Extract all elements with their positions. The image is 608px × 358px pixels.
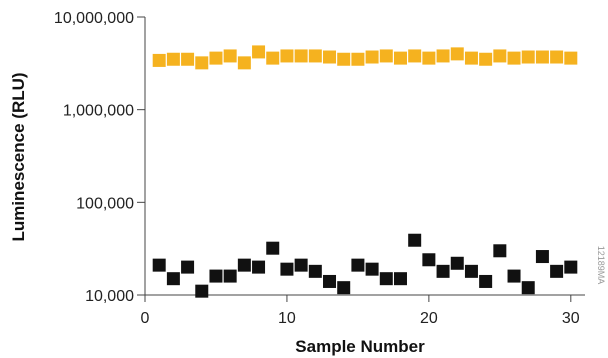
data-point	[535, 50, 549, 64]
data-point	[181, 52, 195, 66]
data-point	[408, 49, 422, 63]
series-2	[152, 233, 578, 298]
data-point	[379, 272, 393, 286]
x-axis: 0 10 20 30	[141, 294, 585, 327]
data-point	[237, 56, 251, 70]
data-point	[280, 262, 294, 276]
data-point	[166, 272, 180, 286]
data-point	[521, 281, 535, 295]
data-point	[507, 51, 521, 65]
data-point	[464, 51, 478, 65]
data-point	[393, 272, 407, 286]
data-point	[294, 258, 308, 272]
data-point	[365, 50, 379, 64]
data-point	[408, 233, 422, 247]
data-point	[181, 260, 195, 274]
data-point	[464, 264, 478, 278]
data-point	[266, 51, 280, 65]
x-tick-label: 10	[278, 310, 296, 327]
data-point	[337, 52, 351, 66]
data-point	[351, 258, 365, 272]
data-point	[209, 269, 223, 283]
y-axis-title: Luminescence (RLU)	[9, 72, 28, 241]
data-point	[308, 264, 322, 278]
data-point	[308, 49, 322, 63]
data-point	[195, 284, 209, 298]
data-point	[507, 269, 521, 283]
data-point	[152, 258, 166, 272]
data-point	[195, 56, 209, 70]
data-point	[550, 50, 564, 64]
data-point	[223, 269, 237, 283]
data-point	[379, 49, 393, 63]
data-point	[521, 50, 535, 64]
data-point	[166, 52, 180, 66]
data-point	[493, 49, 507, 63]
data-point	[422, 51, 436, 65]
x-tick-label: 30	[562, 310, 580, 327]
y-tick-label: 100,000	[76, 195, 134, 212]
x-axis-title: Sample Number	[295, 337, 425, 356]
y-tick-label: 10,000,000	[54, 10, 134, 27]
series-1	[152, 45, 578, 70]
y-tick-label: 10,000	[85, 288, 134, 305]
data-point	[564, 51, 578, 65]
data-point	[450, 47, 464, 61]
data-point	[479, 52, 493, 66]
data-point	[436, 49, 450, 63]
data-point	[223, 49, 237, 63]
y-axis: 10,000 100,000 1,000,000 10,000,000	[54, 10, 146, 305]
data-point	[280, 49, 294, 63]
data-point	[393, 51, 407, 65]
data-point	[550, 264, 564, 278]
data-point	[422, 253, 436, 267]
data-point	[337, 281, 351, 295]
data-point	[493, 244, 507, 258]
data-point	[450, 256, 464, 270]
data-point	[252, 45, 266, 59]
side-code-label: 12189MA	[596, 246, 606, 285]
x-tick-label: 20	[420, 310, 438, 327]
data-point	[351, 52, 365, 66]
data-point	[323, 50, 337, 64]
data-point	[535, 250, 549, 264]
data-point	[564, 260, 578, 274]
data-point	[266, 241, 280, 255]
data-point	[323, 274, 337, 288]
data-point	[209, 51, 223, 65]
data-point	[152, 53, 166, 67]
data-points	[152, 45, 578, 298]
data-point	[237, 258, 251, 272]
data-point	[252, 260, 266, 274]
y-tick-label: 1,000,000	[63, 103, 134, 120]
data-point	[479, 274, 493, 288]
data-point	[436, 264, 450, 278]
data-point	[294, 49, 308, 63]
x-tick-label: 0	[141, 310, 150, 327]
data-point	[365, 262, 379, 276]
